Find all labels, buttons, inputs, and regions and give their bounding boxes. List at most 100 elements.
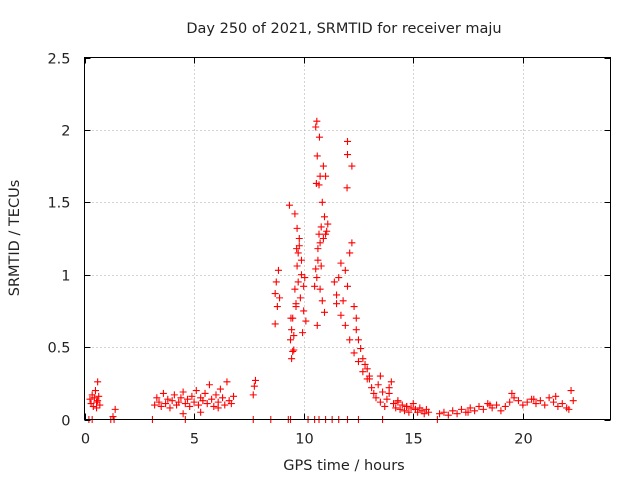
- data-point: [359, 368, 367, 376]
- data-point: [155, 398, 163, 406]
- data-point: [94, 378, 102, 386]
- data-point: [318, 198, 326, 206]
- data-point: [405, 408, 413, 416]
- data-point: [425, 408, 433, 416]
- data-point: [290, 346, 298, 354]
- data-point: [175, 398, 183, 406]
- data-point: [348, 239, 356, 247]
- data-point: [300, 282, 308, 290]
- data-point: [312, 265, 320, 273]
- data-point: [314, 245, 322, 253]
- data-point: [186, 402, 194, 410]
- data-point: [333, 291, 341, 299]
- data-point: [381, 402, 389, 410]
- data-point: [289, 347, 297, 355]
- data-point: [301, 274, 309, 282]
- data-point: [567, 387, 575, 395]
- x-tick-label: 20: [514, 432, 532, 448]
- data-point: [93, 404, 101, 412]
- data-point: [273, 303, 281, 311]
- data-point: [453, 410, 461, 418]
- data-point: [471, 407, 479, 415]
- data-point: [359, 355, 367, 363]
- data-point: [319, 235, 327, 242]
- data-point: [510, 394, 518, 402]
- data-point: [221, 401, 229, 409]
- data-point: [344, 151, 351, 159]
- y-tick-label: 0: [61, 414, 70, 430]
- data-point: [317, 262, 325, 270]
- data-point: [508, 389, 516, 397]
- data-point: [368, 384, 376, 392]
- data-point: [313, 152, 321, 160]
- data-point: [251, 376, 259, 384]
- data-point: [111, 405, 119, 413]
- data-point: [444, 411, 452, 419]
- x-tick-label: 10: [295, 432, 313, 448]
- x-axis-label: GPS time / hours: [283, 458, 404, 474]
- data-point: [151, 401, 159, 409]
- data-point: [343, 184, 351, 192]
- data-point: [227, 400, 235, 408]
- data-point: [324, 220, 332, 228]
- data-point: [390, 400, 398, 408]
- data-point: [372, 394, 380, 402]
- data-point: [376, 372, 384, 380]
- data-point: [558, 400, 566, 408]
- data-point: [486, 401, 494, 409]
- data-point: [296, 294, 304, 302]
- data-point: [350, 303, 358, 311]
- data-point: [287, 336, 295, 344]
- data-point: [346, 249, 354, 257]
- data-point: [250, 382, 258, 390]
- data-point: [214, 404, 222, 412]
- data-point: [354, 358, 362, 366]
- data-point: [314, 256, 322, 264]
- y-axis-label: SRMTID / TECUs: [7, 180, 23, 297]
- data-point: [545, 394, 553, 402]
- data-point: [153, 394, 161, 402]
- data-point: [300, 307, 308, 315]
- data-point: [295, 235, 303, 242]
- data-point: [457, 405, 465, 413]
- data-point: [230, 392, 238, 400]
- data-point: [96, 401, 104, 409]
- data-point: [316, 239, 324, 247]
- data-point: [205, 381, 213, 389]
- x-tick-label: 0: [81, 432, 90, 448]
- data-point: [86, 395, 94, 403]
- data-point: [291, 210, 299, 218]
- data-point: [523, 398, 531, 406]
- data-point: [420, 410, 428, 418]
- data-point: [541, 401, 549, 409]
- data-point: [357, 345, 365, 353]
- data-point: [361, 360, 369, 368]
- data-point: [341, 266, 349, 274]
- data-point: [210, 402, 218, 410]
- data-point: [565, 405, 573, 413]
- data-point: [274, 266, 282, 274]
- data-point: [506, 398, 514, 406]
- data-point: [288, 326, 296, 334]
- y-tick-label: 1.5: [47, 196, 70, 212]
- data-point: [370, 389, 378, 397]
- data-point: [385, 389, 393, 397]
- data-point: [91, 387, 99, 395]
- data-point: [354, 336, 362, 344]
- data-point: [403, 402, 411, 410]
- data-point: [190, 398, 198, 406]
- data-point: [285, 201, 293, 209]
- data-point: [294, 249, 302, 257]
- data-point: [475, 402, 483, 410]
- data-point: [177, 394, 185, 402]
- data-point: [157, 402, 165, 410]
- data-point: [170, 391, 178, 399]
- data-point: [479, 405, 487, 413]
- data-point: [532, 400, 540, 408]
- data-point: [168, 397, 176, 405]
- data-point: [440, 408, 448, 416]
- data-point: [194, 401, 202, 409]
- data-point: [293, 262, 301, 270]
- data-point: [179, 388, 187, 396]
